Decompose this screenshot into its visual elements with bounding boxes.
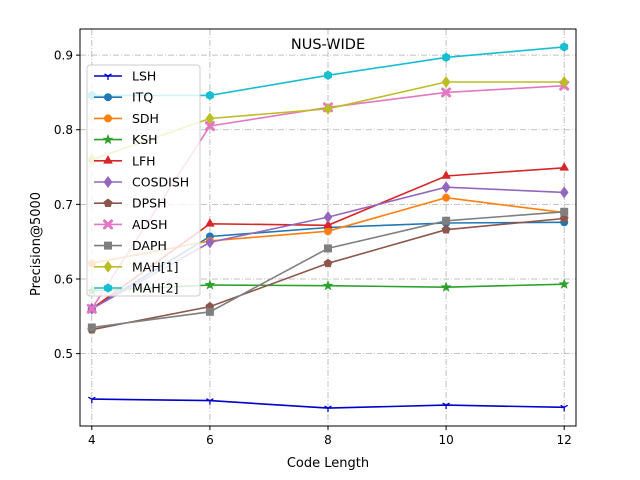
data-point bbox=[441, 75, 451, 89]
legend-item: LFH bbox=[94, 153, 156, 168]
x-tick-label: 4 bbox=[88, 433, 96, 447]
legend-item: ITQ bbox=[94, 90, 153, 105]
legend: LSH ITQ SDH KSH LFH COSDISH DPSH ADSH DAPH MAH[1]… bbox=[86, 64, 201, 297]
x-axis: 4 6 8 10 12 bbox=[88, 426, 572, 447]
data-point bbox=[559, 75, 569, 89]
data-point bbox=[324, 405, 332, 413]
series-lsh bbox=[87, 396, 569, 413]
legend-marker bbox=[102, 133, 114, 145]
legend-label: DAPH bbox=[132, 238, 167, 253]
data-point bbox=[86, 303, 97, 314]
data-point bbox=[323, 219, 333, 229]
y-tick-label: 0.6 bbox=[54, 272, 73, 286]
legend-label: ADSH bbox=[132, 217, 168, 232]
data-point bbox=[559, 213, 569, 223]
data-point bbox=[324, 244, 332, 253]
legend-marker bbox=[103, 198, 113, 207]
y-tick-label: 0.8 bbox=[54, 123, 73, 137]
y-tick-label: 0.7 bbox=[54, 198, 73, 212]
legend-label: MAH[2] bbox=[132, 281, 178, 296]
data-point bbox=[206, 398, 214, 405]
data-point bbox=[442, 216, 451, 225]
data-point bbox=[204, 121, 215, 132]
x-tick-label: 8 bbox=[324, 433, 332, 447]
legend-item: MAH[2] bbox=[94, 281, 178, 296]
legend-item: ADSH bbox=[94, 217, 168, 232]
legend-marker bbox=[103, 260, 113, 273]
legend-marker bbox=[104, 93, 112, 102]
legend-label: SDH bbox=[132, 111, 159, 126]
legend-item: MAH[1] bbox=[94, 259, 178, 274]
legend-marker bbox=[104, 114, 112, 123]
legend-label: LSH bbox=[132, 69, 156, 84]
legend-item: LSH bbox=[94, 69, 156, 84]
data-point bbox=[442, 193, 451, 202]
data-point bbox=[442, 52, 451, 63]
data-point bbox=[560, 404, 569, 412]
data-point bbox=[559, 162, 570, 171]
data-point bbox=[205, 90, 214, 101]
legend-label: DPSH bbox=[132, 196, 167, 211]
data-point bbox=[205, 236, 215, 249]
data-point bbox=[441, 87, 452, 98]
data-point bbox=[560, 207, 569, 216]
data-point bbox=[442, 402, 450, 410]
legend-marker bbox=[104, 73, 112, 80]
data-point bbox=[441, 181, 451, 194]
legend-box bbox=[86, 64, 201, 297]
x-axis-label: Code Length bbox=[287, 456, 369, 471]
data-point bbox=[205, 218, 215, 227]
data-point bbox=[205, 112, 215, 125]
y-axis: 0.5 0.6 0.7 0.8 0.9 bbox=[54, 49, 80, 361]
x-tick-label: 6 bbox=[206, 433, 214, 447]
legend-item: SDH bbox=[94, 111, 159, 126]
data-point bbox=[323, 70, 333, 80]
legend-marker bbox=[103, 219, 113, 230]
legend-item: DPSH bbox=[94, 196, 167, 211]
data-point bbox=[324, 227, 332, 236]
data-point bbox=[87, 323, 96, 332]
data-point bbox=[205, 307, 214, 316]
data-point bbox=[322, 280, 334, 291]
legend-item: DAPH bbox=[94, 238, 167, 253]
x-tick-label: 10 bbox=[438, 433, 453, 447]
data-point bbox=[558, 278, 570, 289]
data-point bbox=[441, 225, 451, 234]
data-point bbox=[560, 42, 569, 52]
data-point bbox=[87, 396, 96, 404]
data-point bbox=[441, 170, 451, 179]
data-point bbox=[323, 102, 333, 115]
data-point bbox=[204, 279, 216, 290]
y-tick-label: 0.5 bbox=[54, 347, 73, 361]
legend-item: COSDISH bbox=[94, 175, 189, 190]
x-tick-label: 12 bbox=[557, 433, 572, 447]
y-tick-label: 0.9 bbox=[54, 49, 73, 63]
legend-label: COSDISH bbox=[132, 175, 189, 190]
legend-item: KSH bbox=[94, 132, 158, 147]
legend-label: MAH[1] bbox=[132, 259, 178, 274]
legend-marker bbox=[104, 283, 112, 293]
data-point bbox=[323, 258, 333, 268]
series-daph bbox=[87, 207, 569, 332]
data-point bbox=[559, 186, 569, 199]
legend-label: ITQ bbox=[132, 90, 153, 105]
legend-marker bbox=[103, 175, 113, 189]
y-axis-label: Precision@5000 bbox=[29, 192, 44, 296]
data-point bbox=[440, 281, 452, 292]
legend-label: KSH bbox=[132, 132, 158, 147]
data-point bbox=[323, 211, 333, 224]
legend-marker bbox=[103, 155, 113, 164]
legend-marker bbox=[104, 241, 112, 250]
legend-label: LFH bbox=[132, 153, 156, 168]
